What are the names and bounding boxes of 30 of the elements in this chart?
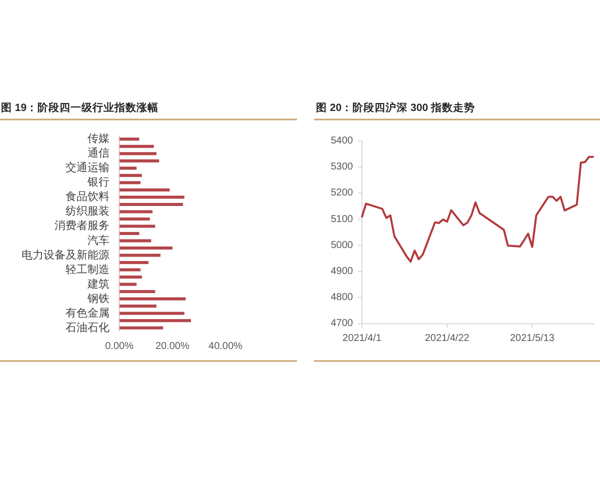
tick-label: 4700	[330, 318, 353, 330]
tick-label: 0.00%	[105, 341, 134, 352]
tick-label: 5200	[330, 188, 353, 199]
tick-label: 2021/4/1	[342, 333, 382, 344]
category-label: 食品饮料	[65, 191, 110, 204]
tick-label: 4800	[330, 292, 353, 304]
category-label: 消费者服务	[54, 220, 110, 232]
tick-label: 40.00%	[208, 341, 242, 352]
category-label: 银行	[87, 176, 110, 189]
tick-label: 4900	[330, 266, 353, 277]
category-label: 有色金属	[65, 307, 110, 320]
category-label: 钢铁	[87, 292, 110, 305]
category-label: 石油石化	[65, 322, 110, 334]
category-label: 交通运输	[65, 162, 110, 174]
title: 图 19：阶段四一级行业指数涨幅	[1, 102, 159, 114]
tick-label: 20.00%	[155, 341, 190, 352]
category-label: 建筑	[87, 278, 110, 290]
tick-label: 5100	[330, 214, 353, 225]
category-label: 传媒	[87, 133, 110, 146]
category-label: 汽车	[87, 234, 110, 247]
tick-label: 5300	[330, 162, 353, 173]
category-label: 纺织服装	[65, 206, 110, 218]
title: 图 20：阶段四沪深 300 指数走势	[316, 102, 475, 114]
tick-label: 5000	[330, 240, 353, 251]
tick-label: 2021/5/13	[510, 333, 554, 344]
tick-label: 2021/4/22	[424, 333, 470, 344]
tick-label: 5400	[330, 136, 353, 146]
category-label: 轻工制造	[65, 264, 110, 276]
category-label: 通信	[87, 148, 110, 160]
category-label: 电力设备及新能源	[21, 249, 110, 262]
